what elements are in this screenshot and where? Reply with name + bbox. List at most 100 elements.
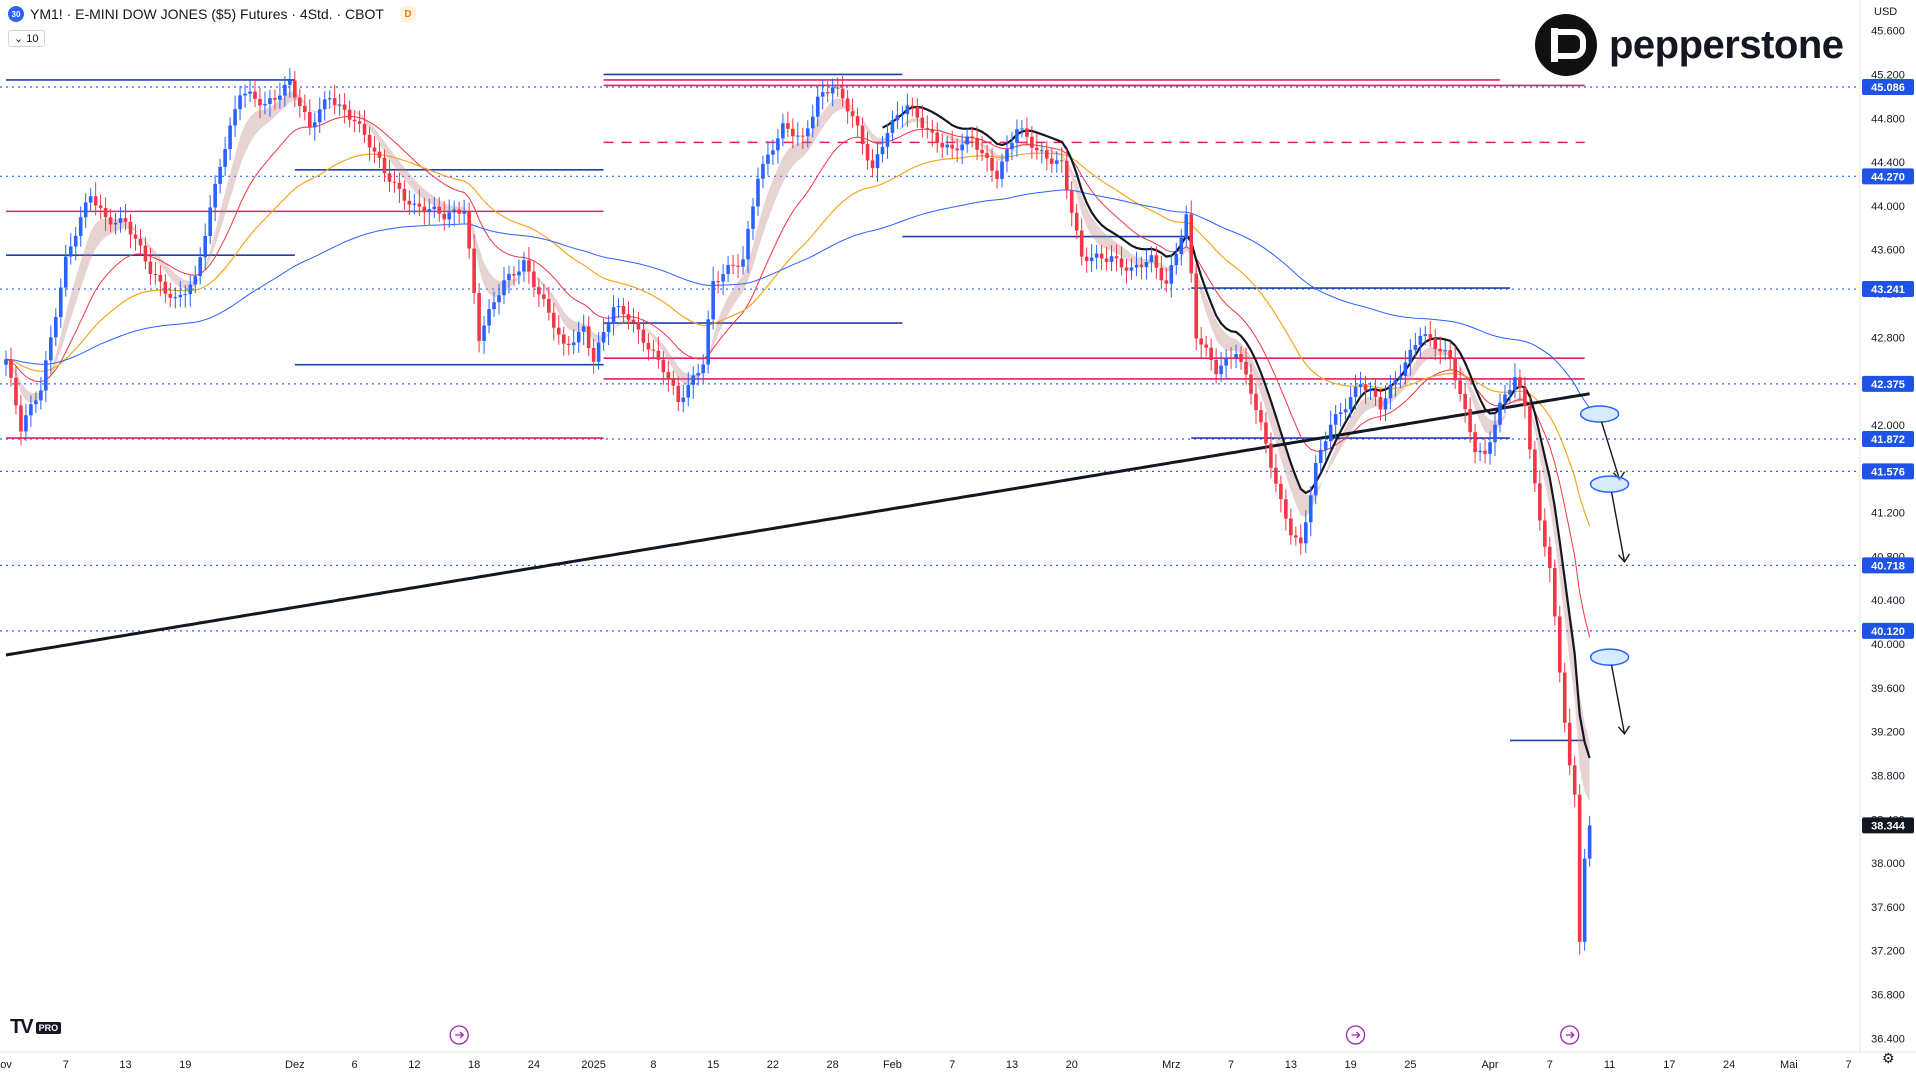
candle-body[interactable]: [1025, 128, 1029, 137]
candle-body[interactable]: [626, 314, 631, 320]
candle-body[interactable]: [357, 121, 362, 124]
candle-body[interactable]: [1294, 535, 1298, 538]
candle-body[interactable]: [1403, 362, 1408, 376]
candle-body[interactable]: [1159, 267, 1164, 281]
candle-body[interactable]: [9, 359, 13, 378]
candle-body[interactable]: [1418, 335, 1423, 346]
candle-body[interactable]: [472, 248, 476, 294]
candle-body[interactable]: [1239, 354, 1243, 362]
candle-body[interactable]: [1064, 160, 1069, 191]
candle-body[interactable]: [1328, 424, 1333, 442]
candle-body[interactable]: [681, 397, 686, 402]
candle-body[interactable]: [766, 154, 770, 164]
candle-body[interactable]: [1054, 160, 1059, 164]
candle-body[interactable]: [44, 360, 48, 391]
candle-body[interactable]: [68, 246, 73, 257]
candle-body[interactable]: [716, 281, 720, 283]
candle-body[interactable]: [1279, 483, 1283, 500]
candle-body[interactable]: [49, 337, 53, 361]
candle-body[interactable]: [307, 112, 312, 128]
candle-body[interactable]: [586, 326, 591, 349]
candle-body[interactable]: [223, 149, 227, 167]
candle-body[interactable]: [1139, 264, 1144, 268]
candle-body[interactable]: [950, 144, 954, 149]
indicator-toggle[interactable]: ⌄ 10: [8, 30, 45, 47]
candle-body[interactable]: [980, 149, 984, 154]
candle-body[interactable]: [1174, 254, 1179, 266]
price-label-tag[interactable]: [1862, 817, 1914, 834]
candle-body[interactable]: [482, 325, 486, 341]
candle-body[interactable]: [168, 293, 173, 298]
candle-body[interactable]: [1069, 190, 1074, 213]
candle-body[interactable]: [412, 203, 417, 205]
candle-body[interactable]: [1099, 253, 1104, 259]
candle-body[interactable]: [377, 151, 382, 158]
candle-body[interactable]: [741, 259, 745, 267]
candle-body[interactable]: [1084, 256, 1089, 262]
candle-body[interactable]: [601, 331, 606, 343]
target-ellipse[interactable]: [1579, 405, 1620, 423]
candle-body[interactable]: [711, 281, 715, 320]
candle-body[interactable]: [218, 166, 222, 184]
candle-body[interactable]: [1040, 150, 1044, 152]
candle-body[interactable]: [1015, 129, 1019, 143]
candle-body[interactable]: [860, 125, 865, 144]
candle-body[interactable]: [1577, 794, 1582, 942]
candle-body[interactable]: [706, 319, 710, 365]
currency-label[interactable]: USD: [1874, 6, 1898, 18]
tradingview-logo[interactable]: TV PRO: [10, 1016, 62, 1039]
candle-body[interactable]: [243, 93, 247, 96]
candle-body[interactable]: [925, 127, 930, 130]
candle-body[interactable]: [801, 135, 805, 137]
candle-body[interactable]: [805, 128, 810, 137]
candle-body[interactable]: [502, 280, 506, 296]
candle-body[interactable]: [1134, 264, 1139, 268]
candle-body[interactable]: [995, 170, 999, 179]
candle-body[interactable]: [1219, 365, 1223, 375]
candle-body[interactable]: [761, 163, 765, 179]
candle-body[interactable]: [347, 109, 352, 120]
candle-body[interactable]: [1045, 150, 1049, 159]
candle-body[interactable]: [576, 331, 581, 343]
candle-body[interactable]: [975, 137, 979, 150]
candle-body[interactable]: [1144, 262, 1149, 268]
candle-body[interactable]: [791, 128, 795, 137]
candle-body[interactable]: [1543, 520, 1547, 547]
candle-body[interactable]: [960, 144, 964, 151]
price-label-tag[interactable]: [1862, 430, 1914, 447]
candle-body[interactable]: [606, 323, 611, 332]
candle-body[interactable]: [382, 157, 387, 174]
candle-body[interactable]: [522, 260, 526, 272]
candle-body[interactable]: [1473, 432, 1477, 453]
candle-body[interactable]: [776, 138, 780, 151]
candle-body[interactable]: [78, 217, 83, 236]
candle-body[interactable]: [352, 119, 357, 122]
candle-body[interactable]: [532, 271, 536, 288]
candle-body[interactable]: [810, 116, 815, 129]
candle-body[interactable]: [1059, 160, 1064, 162]
candle-body[interactable]: [173, 297, 178, 299]
candle-body[interactable]: [542, 294, 546, 299]
candle-body[interactable]: [1448, 350, 1452, 358]
candle-body[interactable]: [1548, 546, 1552, 569]
candle-body[interactable]: [1508, 390, 1512, 395]
candle-body[interactable]: [671, 378, 676, 386]
symbol-badge[interactable]: 30: [8, 6, 24, 22]
candle-body[interactable]: [362, 123, 367, 135]
candle-body[interactable]: [337, 104, 342, 106]
candle-body[interactable]: [1194, 273, 1199, 339]
candle-body[interactable]: [965, 136, 969, 145]
candle-body[interactable]: [203, 236, 207, 258]
candle-body[interactable]: [1089, 257, 1094, 262]
candle-body[interactable]: [1423, 334, 1428, 336]
candle-body[interactable]: [1557, 616, 1562, 673]
candle-body[interactable]: [462, 211, 466, 214]
candle-body[interactable]: [646, 342, 651, 350]
candle-body[interactable]: [238, 95, 242, 110]
candle-body[interactable]: [118, 218, 123, 223]
candle-body[interactable]: [1528, 406, 1532, 450]
candle-body[interactable]: [1289, 518, 1293, 536]
candle-body[interactable]: [422, 206, 427, 213]
candle-body[interactable]: [34, 400, 38, 405]
